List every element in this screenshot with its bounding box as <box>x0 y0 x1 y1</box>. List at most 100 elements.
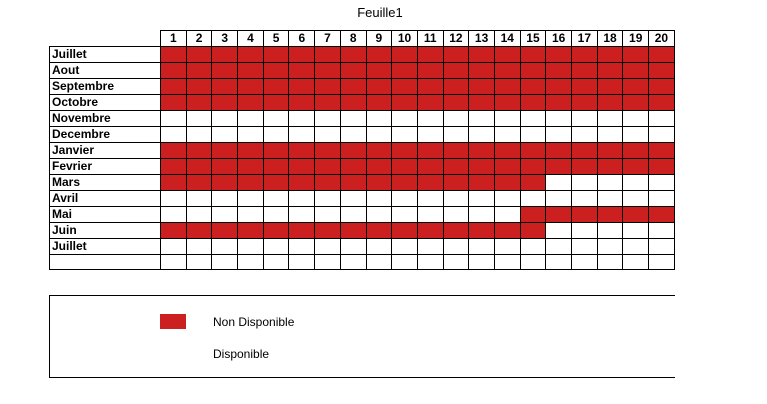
available-day-cell[interactable] <box>493 238 521 255</box>
available-day-cell[interactable] <box>648 222 675 239</box>
available-day-cell[interactable] <box>648 126 675 143</box>
unavailable-day-cell[interactable] <box>648 62 675 79</box>
unavailable-day-cell[interactable] <box>519 158 547 175</box>
available-day-cell[interactable] <box>416 126 444 143</box>
unavailable-day-cell[interactable] <box>622 206 650 223</box>
unavailable-day-cell[interactable] <box>262 46 290 63</box>
available-day-cell[interactable] <box>468 190 495 207</box>
unavailable-day-cell[interactable] <box>545 94 572 111</box>
day-header-3[interactable]: 3 <box>211 30 239 47</box>
available-day-cell[interactable] <box>237 190 264 207</box>
available-day-cell[interactable] <box>648 174 675 191</box>
unavailable-day-cell[interactable] <box>622 78 650 95</box>
unavailable-day-cell[interactable] <box>416 94 444 111</box>
available-day-cell[interactable] <box>571 254 598 270</box>
available-day-cell[interactable] <box>365 110 393 127</box>
unavailable-day-cell[interactable] <box>571 62 598 79</box>
unavailable-day-cell[interactable] <box>648 94 675 111</box>
day-header-16[interactable]: 16 <box>545 30 572 47</box>
unavailable-day-cell[interactable] <box>596 206 624 223</box>
unavailable-day-cell[interactable] <box>339 94 367 111</box>
available-day-cell[interactable] <box>493 110 521 127</box>
available-day-cell[interactable] <box>160 110 187 127</box>
unavailable-day-cell[interactable] <box>262 78 290 95</box>
unavailable-day-cell[interactable] <box>493 142 521 159</box>
unavailable-day-cell[interactable] <box>493 62 521 79</box>
available-day-cell[interactable] <box>622 254 650 270</box>
unavailable-day-cell[interactable] <box>493 222 521 239</box>
unavailable-day-cell[interactable] <box>160 174 187 191</box>
available-day-cell[interactable] <box>211 254 239 270</box>
available-day-cell[interactable] <box>519 110 547 127</box>
available-day-cell[interactable] <box>237 254 264 270</box>
unavailable-day-cell[interactable] <box>262 222 290 239</box>
available-day-cell[interactable] <box>365 238 393 255</box>
unavailable-day-cell[interactable] <box>314 222 341 239</box>
available-day-cell[interactable] <box>185 126 213 143</box>
unavailable-day-cell[interactable] <box>288 62 316 79</box>
available-day-cell[interactable] <box>519 190 547 207</box>
unavailable-day-cell[interactable] <box>622 94 650 111</box>
unavailable-day-cell[interactable] <box>339 46 367 63</box>
unavailable-day-cell[interactable] <box>288 78 316 95</box>
available-day-cell[interactable] <box>416 238 444 255</box>
available-day-cell[interactable] <box>468 254 495 270</box>
unavailable-day-cell[interactable] <box>519 46 547 63</box>
available-day-cell[interactable] <box>545 110 572 127</box>
unavailable-day-cell[interactable] <box>339 174 367 191</box>
available-day-cell[interactable] <box>596 174 624 191</box>
month-label-cell[interactable]: Septembre <box>49 78 161 95</box>
available-day-cell[interactable] <box>339 254 367 270</box>
available-day-cell[interactable] <box>571 174 598 191</box>
unavailable-day-cell[interactable] <box>160 62 187 79</box>
available-day-cell[interactable] <box>391 238 418 255</box>
unavailable-day-cell[interactable] <box>596 62 624 79</box>
available-day-cell[interactable] <box>519 126 547 143</box>
available-day-cell[interactable] <box>211 238 239 255</box>
unavailable-day-cell[interactable] <box>288 46 316 63</box>
unavailable-day-cell[interactable] <box>365 158 393 175</box>
unavailable-day-cell[interactable] <box>622 158 650 175</box>
available-day-cell[interactable] <box>211 126 239 143</box>
unavailable-day-cell[interactable] <box>442 174 470 191</box>
unavailable-day-cell[interactable] <box>237 158 264 175</box>
unavailable-day-cell[interactable] <box>237 78 264 95</box>
available-day-cell[interactable] <box>314 254 341 270</box>
unavailable-day-cell[interactable] <box>288 158 316 175</box>
unavailable-day-cell[interactable] <box>648 206 675 223</box>
available-day-cell[interactable] <box>596 222 624 239</box>
available-day-cell[interactable] <box>493 206 521 223</box>
available-day-cell[interactable] <box>596 126 624 143</box>
available-day-cell[interactable] <box>314 190 341 207</box>
unavailable-day-cell[interactable] <box>596 78 624 95</box>
available-day-cell[interactable] <box>571 110 598 127</box>
unavailable-day-cell[interactable] <box>211 94 239 111</box>
unavailable-day-cell[interactable] <box>160 78 187 95</box>
unavailable-day-cell[interactable] <box>339 78 367 95</box>
available-day-cell[interactable] <box>365 190 393 207</box>
available-day-cell[interactable] <box>288 238 316 255</box>
available-day-cell[interactable] <box>442 238 470 255</box>
available-day-cell[interactable] <box>442 126 470 143</box>
unavailable-day-cell[interactable] <box>185 158 213 175</box>
unavailable-day-cell[interactable] <box>545 78 572 95</box>
unavailable-day-cell[interactable] <box>288 94 316 111</box>
header-corner-cell[interactable] <box>49 30 161 47</box>
unavailable-day-cell[interactable] <box>160 158 187 175</box>
unavailable-day-cell[interactable] <box>519 206 547 223</box>
unavailable-day-cell[interactable] <box>185 94 213 111</box>
unavailable-day-cell[interactable] <box>288 222 316 239</box>
unavailable-day-cell[interactable] <box>211 46 239 63</box>
unavailable-day-cell[interactable] <box>545 46 572 63</box>
available-day-cell[interactable] <box>468 238 495 255</box>
unavailable-day-cell[interactable] <box>288 142 316 159</box>
month-label-cell[interactable]: Novembre <box>49 110 161 127</box>
available-day-cell[interactable] <box>468 206 495 223</box>
unavailable-day-cell[interactable] <box>262 62 290 79</box>
available-day-cell[interactable] <box>468 110 495 127</box>
available-day-cell[interactable] <box>211 206 239 223</box>
unavailable-day-cell[interactable] <box>571 78 598 95</box>
day-header-20[interactable]: 20 <box>648 30 675 47</box>
available-day-cell[interactable] <box>622 126 650 143</box>
day-header-19[interactable]: 19 <box>622 30 650 47</box>
